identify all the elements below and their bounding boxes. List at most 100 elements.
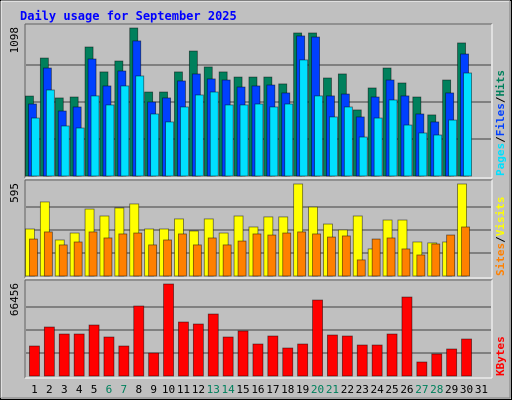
bar xyxy=(358,136,368,177)
bar xyxy=(73,241,83,277)
bar xyxy=(314,95,323,177)
legend: Sites/Visits xyxy=(494,197,507,277)
legend-separator: / xyxy=(494,236,507,243)
bar xyxy=(43,231,53,277)
bar xyxy=(418,132,428,177)
x-tick-label: 27 xyxy=(415,383,428,396)
bar xyxy=(148,352,160,377)
bar xyxy=(222,244,232,277)
bar xyxy=(239,104,249,177)
bar xyxy=(446,234,456,277)
bar xyxy=(431,353,443,377)
x-tick-label: 15 xyxy=(236,383,249,396)
x-tick-label: 7 xyxy=(121,383,128,396)
bar xyxy=(282,347,294,377)
bar xyxy=(45,89,55,177)
bar xyxy=(356,344,368,377)
x-tick-label: 5 xyxy=(91,383,98,396)
bar xyxy=(192,323,204,377)
bar xyxy=(29,238,38,277)
bar xyxy=(343,106,353,177)
bar xyxy=(180,106,189,177)
bar xyxy=(269,106,279,177)
bar xyxy=(43,326,55,377)
bar xyxy=(299,59,309,177)
bar xyxy=(88,324,100,377)
bar xyxy=(31,117,40,177)
y-tick-label: 1098 xyxy=(8,27,21,54)
bar xyxy=(105,104,115,177)
bar xyxy=(207,237,217,277)
bar xyxy=(194,94,204,177)
bar xyxy=(29,345,40,377)
bar xyxy=(401,296,413,377)
bar xyxy=(237,330,249,377)
legend-entry: Hits xyxy=(494,70,507,97)
x-tick-label: 26 xyxy=(400,383,413,396)
x-tick-label: 18 xyxy=(281,383,294,396)
bar xyxy=(356,259,366,277)
bar xyxy=(403,124,413,177)
bar xyxy=(388,99,398,177)
bar xyxy=(448,119,458,177)
x-tick-label: 9 xyxy=(150,383,157,396)
bar xyxy=(373,117,383,177)
bar xyxy=(254,103,264,177)
x-tick-label: 30 xyxy=(460,383,473,396)
bar xyxy=(224,104,234,177)
x-tick-label: 10 xyxy=(162,383,175,396)
bar xyxy=(297,343,309,377)
bar xyxy=(192,244,202,277)
x-tick-label: 13 xyxy=(207,383,220,396)
bar xyxy=(416,254,426,277)
bar xyxy=(463,72,472,177)
bar xyxy=(371,238,381,277)
legend-separator: / xyxy=(494,96,507,103)
bar xyxy=(267,335,279,377)
bar xyxy=(341,335,353,377)
bar xyxy=(222,336,234,377)
bar xyxy=(386,333,398,377)
x-tick-label: 1 xyxy=(31,383,38,396)
x-tick-label: 17 xyxy=(266,383,279,396)
bar xyxy=(178,321,189,377)
legend-entry: Pages xyxy=(494,143,507,176)
legend-entry: Sites xyxy=(494,243,507,276)
bar xyxy=(386,237,396,277)
x-tick-label: 31 xyxy=(475,383,488,396)
bar xyxy=(150,113,160,177)
bar xyxy=(461,338,472,377)
bar xyxy=(178,233,187,277)
bar xyxy=(282,232,292,277)
legend: KBytes xyxy=(494,336,507,376)
bar xyxy=(118,345,130,377)
bar xyxy=(312,299,323,377)
bar xyxy=(267,234,277,277)
bar xyxy=(133,305,145,377)
bar xyxy=(431,243,441,277)
x-tick-label: 8 xyxy=(135,383,142,396)
bar xyxy=(135,75,145,177)
bar xyxy=(433,134,443,177)
x-tick-label: 2 xyxy=(46,383,53,396)
x-tick-label: 14 xyxy=(222,383,236,396)
legend: Pages/Files/Hits xyxy=(494,70,507,176)
bar xyxy=(209,91,219,177)
y-tick-label: 595 xyxy=(8,183,21,203)
chart-title: Daily usage for September 2025 xyxy=(20,9,237,23)
x-tick-label: 19 xyxy=(296,383,309,396)
legend-entry: Files xyxy=(494,103,507,136)
x-tick-label: 29 xyxy=(445,383,458,396)
bar xyxy=(165,121,174,177)
x-tick-label: 16 xyxy=(251,383,264,396)
bar xyxy=(163,239,172,277)
x-tick-label: 23 xyxy=(356,383,369,396)
x-tick-label: 28 xyxy=(430,383,443,396)
bar xyxy=(252,233,262,277)
bar xyxy=(58,244,68,277)
bar xyxy=(163,283,174,377)
bar xyxy=(90,95,100,177)
bar xyxy=(312,233,321,277)
x-tick-label: 3 xyxy=(61,383,68,396)
